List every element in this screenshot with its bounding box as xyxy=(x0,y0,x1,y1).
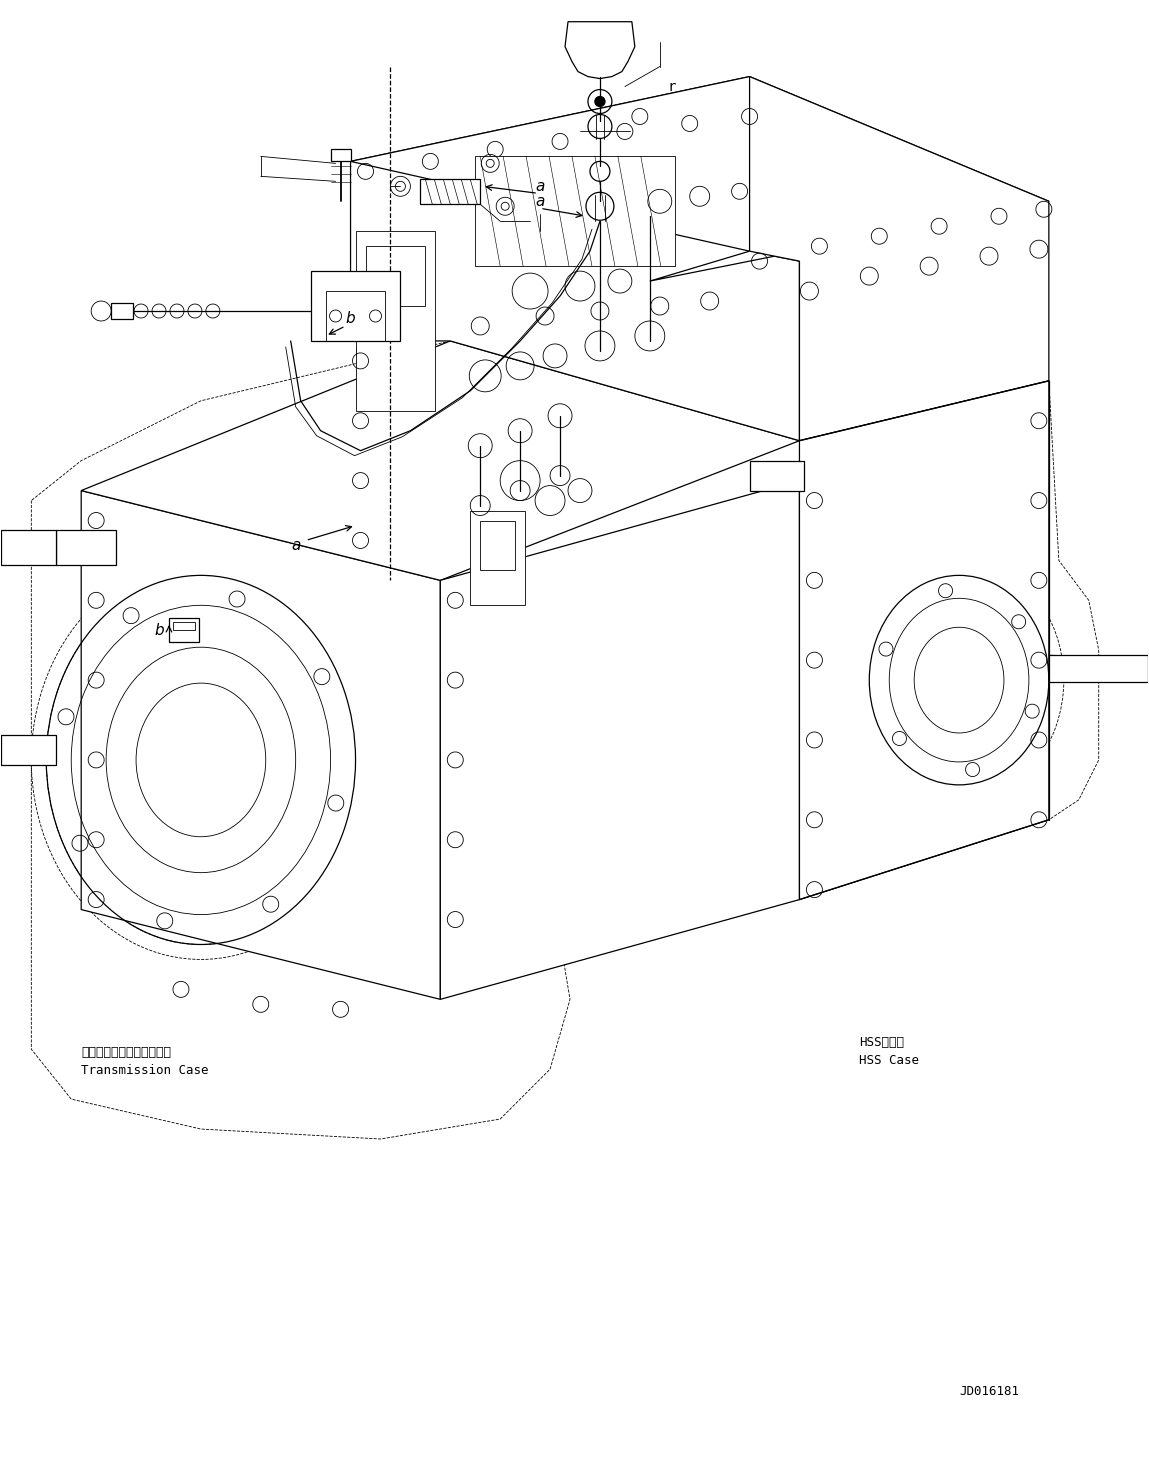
Polygon shape xyxy=(350,76,800,441)
Circle shape xyxy=(362,168,369,175)
Bar xyxy=(470,511,525,605)
Circle shape xyxy=(805,287,813,295)
Circle shape xyxy=(925,263,933,270)
Polygon shape xyxy=(310,271,400,341)
Polygon shape xyxy=(800,381,1049,900)
Text: a: a xyxy=(535,179,545,194)
Circle shape xyxy=(595,96,604,107)
Text: JD016181: JD016181 xyxy=(959,1386,1019,1398)
Polygon shape xyxy=(1,531,56,566)
Polygon shape xyxy=(565,22,635,79)
Circle shape xyxy=(995,213,1002,220)
Circle shape xyxy=(686,120,693,127)
Bar xyxy=(56,531,116,566)
Text: HSSケース: HSSケース xyxy=(859,1036,904,1049)
Polygon shape xyxy=(440,480,800,999)
Bar xyxy=(480,521,515,570)
Circle shape xyxy=(596,306,604,315)
Polygon shape xyxy=(350,76,1049,282)
Text: Transmission Case: Transmission Case xyxy=(82,1064,209,1077)
Polygon shape xyxy=(82,490,440,999)
Circle shape xyxy=(816,242,823,249)
Text: トランスミッションケース: トランスミッションケース xyxy=(82,1046,171,1059)
Circle shape xyxy=(541,312,549,320)
Bar xyxy=(111,303,133,320)
Text: b: b xyxy=(154,623,164,638)
Bar xyxy=(365,247,425,306)
Polygon shape xyxy=(749,76,1049,441)
Circle shape xyxy=(865,273,873,280)
Circle shape xyxy=(1035,245,1043,254)
Bar xyxy=(1,735,56,765)
Text: a: a xyxy=(535,194,545,209)
Bar xyxy=(173,622,195,630)
Circle shape xyxy=(427,158,434,165)
Circle shape xyxy=(622,128,629,134)
Bar xyxy=(331,149,350,162)
Bar xyxy=(476,156,674,266)
Bar xyxy=(421,179,480,204)
Bar xyxy=(355,231,435,411)
Circle shape xyxy=(746,112,753,120)
Circle shape xyxy=(411,337,419,344)
Circle shape xyxy=(985,252,993,260)
Circle shape xyxy=(476,322,484,330)
Polygon shape xyxy=(82,341,800,581)
Text: r: r xyxy=(668,80,676,93)
Bar xyxy=(749,461,804,490)
Bar xyxy=(1049,655,1148,683)
Circle shape xyxy=(556,139,563,144)
Circle shape xyxy=(876,232,882,239)
Circle shape xyxy=(492,146,499,153)
Circle shape xyxy=(756,258,763,264)
Circle shape xyxy=(935,223,942,229)
Circle shape xyxy=(362,347,370,355)
Text: a: a xyxy=(291,538,300,553)
Text: HSS Case: HSS Case xyxy=(859,1055,919,1067)
Text: b: b xyxy=(346,311,355,327)
Circle shape xyxy=(705,298,714,305)
Circle shape xyxy=(656,302,664,309)
Circle shape xyxy=(1040,206,1048,213)
Bar xyxy=(169,619,199,642)
Circle shape xyxy=(637,114,642,120)
